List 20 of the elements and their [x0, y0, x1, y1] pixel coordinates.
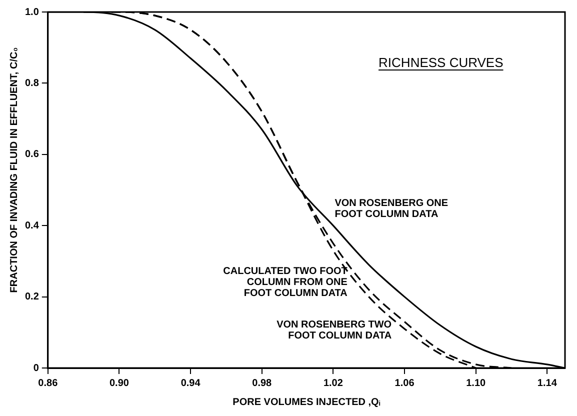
series-label: VON ROSENBERG ONE FOOT COLUMN DATA [334, 198, 448, 220]
x-tick-label: 0.98 [252, 378, 272, 389]
y-tick-label: 1.0 [24, 6, 40, 18]
text: RICHNESS CURVES [378, 55, 504, 70]
series-label: VON ROSENBERG TWO FOOT COLUMN DATA [276, 319, 392, 342]
y-axis-title: FRACTION OF INVADING FLUID IN EFFLUENT, C/C₀ [8, 47, 20, 293]
x-tick-label: 0.86 [38, 378, 58, 389]
y-tick-label: 0 [33, 362, 40, 374]
y-tick-label: 0.2 [24, 292, 40, 303]
x-tick-label: 0.94 [180, 378, 201, 389]
x-tick-label: 1.02 [323, 378, 344, 389]
y-tick-label: 0.4 [24, 220, 40, 232]
series-label: CALCULATED TWO FOOT COLUMN FROM ONE FOOT COLUMN DATA [223, 266, 348, 300]
y-tick-label: 0.6 [24, 149, 40, 160]
x-axis-title: PORE VOLUMES INJECTED ,Qᵢ [232, 396, 381, 408]
x-tick-label: 0.90 [109, 378, 130, 389]
x-tick-label: 1.10 [466, 378, 486, 389]
y-tick-label: 0.8 [24, 78, 40, 89]
x-tick-label: 1.06 [394, 378, 415, 389]
x-tick-label: 1.14 [537, 378, 558, 389]
